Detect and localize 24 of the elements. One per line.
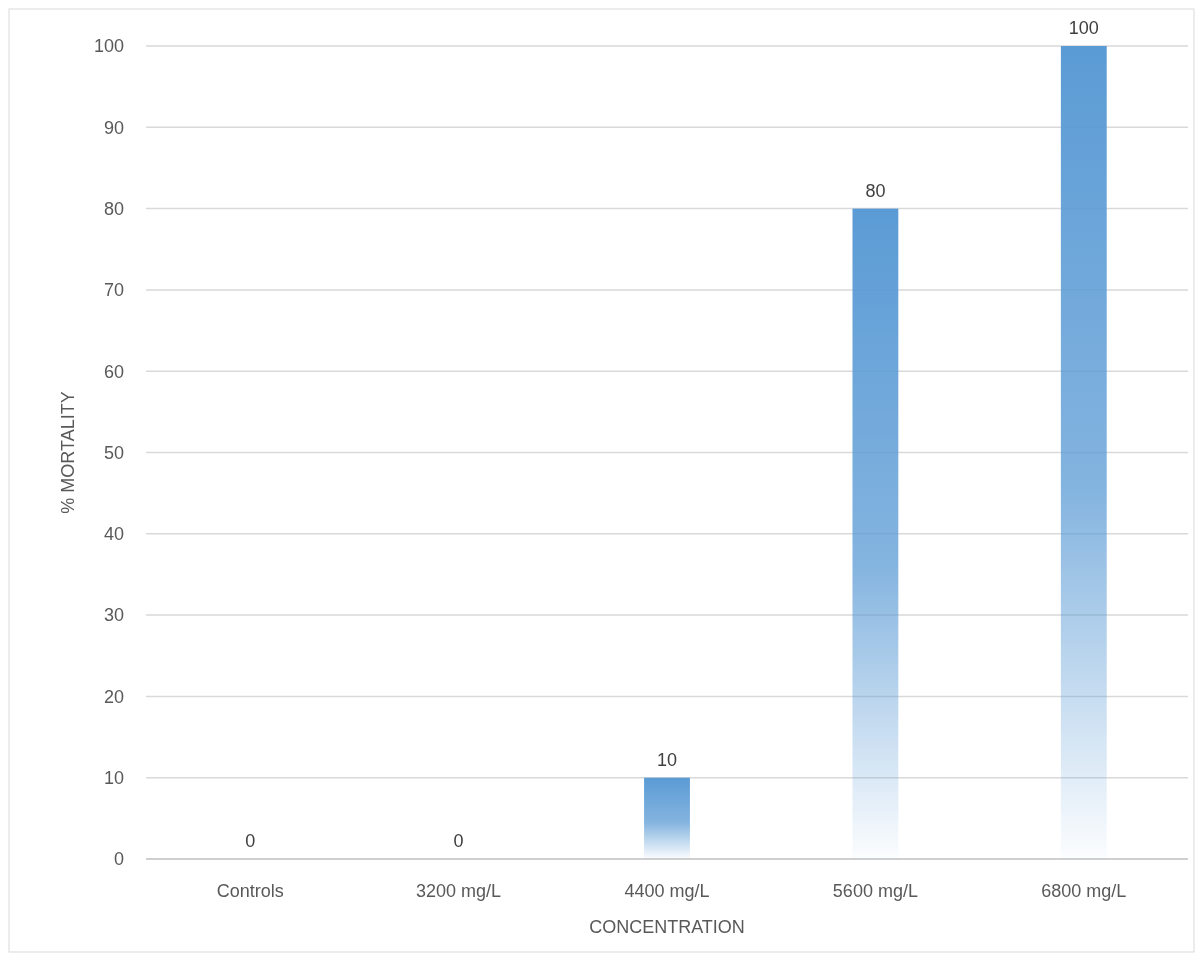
data-label: 80 <box>865 180 886 201</box>
x-tick-label: 3200 mg/L <box>416 881 502 901</box>
y-tick-label: 40 <box>103 524 124 545</box>
y-tick-label: 0 <box>113 849 124 870</box>
y-tick-label: 60 <box>103 361 124 382</box>
x-tick-label: Controls <box>216 881 284 901</box>
data-label: 10 <box>656 749 678 770</box>
x-tick-label: 6800 mg/L <box>1041 881 1127 901</box>
y-tick-label: 10 <box>103 768 124 788</box>
y-tick-label: 90 <box>103 117 124 138</box>
y-tick-label: 70 <box>103 280 124 301</box>
y-tick-label: 50 <box>103 442 124 463</box>
y-tick-label: 80 <box>103 198 124 219</box>
x-axis-title: CONCENTRATION <box>589 917 745 937</box>
data-label: 0 <box>453 831 464 851</box>
y-tick-label: 100 <box>93 36 124 57</box>
bar <box>644 777 690 859</box>
x-tick-label: 5600 mg/L <box>832 881 918 901</box>
x-tick-label: 4400 mg/L <box>624 881 710 901</box>
data-label: 0 <box>245 831 256 851</box>
data-label: 100 <box>1068 18 1099 38</box>
y-tick-label: 20 <box>103 686 124 707</box>
y-axis-title: % MORTALITY <box>58 391 78 514</box>
y-tick-label: 30 <box>103 605 124 626</box>
